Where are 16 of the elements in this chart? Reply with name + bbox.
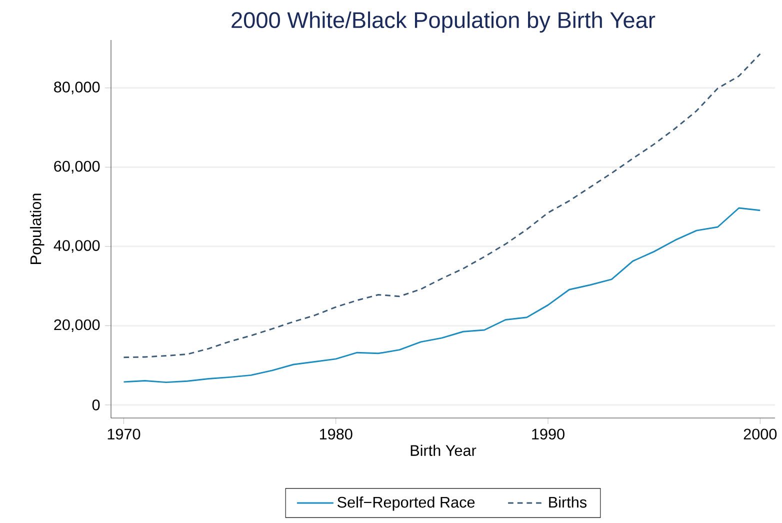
chart-title: 2000 White/Black Population by Birth Year (232, 12, 656, 33)
y-tick-label: 80,000 (54, 82, 100, 94)
y-tick-label: 0 (92, 399, 100, 410)
line-series (122, 207, 761, 384)
legend-label: Births (549, 496, 587, 508)
y-tick-label: 20,000 (54, 319, 100, 332)
x-tick-label: 1970 (108, 428, 140, 440)
y-tick-label: 40,000 (54, 240, 100, 253)
x-axis-title: Birth Year (410, 444, 476, 456)
x-tick-label: 1990 (532, 428, 564, 440)
y-axis-title: Population (30, 194, 44, 264)
x-tick-label: 2000 (744, 428, 777, 440)
legend-label: Self−Reported Race (338, 496, 475, 511)
y-tick-label: 60,000 (54, 160, 100, 174)
x-tick-label: 1980 (320, 428, 352, 440)
line-series (122, 53, 761, 358)
